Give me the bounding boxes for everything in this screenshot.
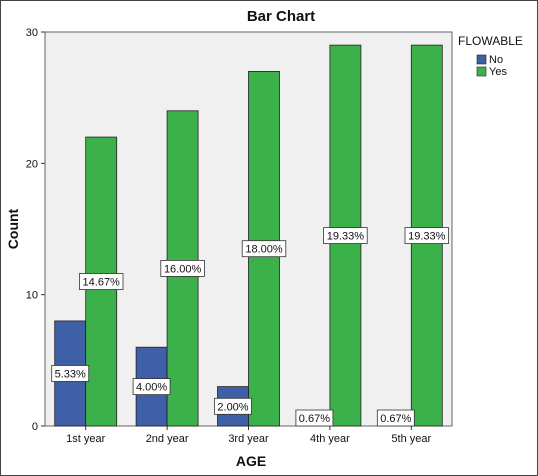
data-label-box xyxy=(241,240,287,258)
y-tick-label: 0 xyxy=(32,421,38,433)
data-label: 4.00% xyxy=(136,382,167,394)
data-label-box xyxy=(160,259,205,277)
legend-label-no: No xyxy=(489,54,503,66)
legend-title: FLOWABLE xyxy=(458,34,523,48)
legend-swatch-yes xyxy=(476,66,487,77)
x-axis-title: AGE xyxy=(236,453,266,469)
y-tick-label: 20 xyxy=(26,158,38,170)
x-tick-label: 5th year xyxy=(391,433,431,445)
legend-label-yes: Yes xyxy=(489,66,507,78)
data-label-box xyxy=(214,397,252,415)
data-label: 16.00% xyxy=(164,263,202,275)
y-tick-label: 30 xyxy=(26,27,38,39)
data-label-box xyxy=(51,365,90,382)
data-label: 5.33% xyxy=(55,368,86,380)
x-axis: 1st year 2nd year 3rd year 4th year 5th year xyxy=(66,426,432,445)
data-label-box xyxy=(132,378,171,396)
x-tick-label: 3rd year xyxy=(228,433,269,445)
data-label: 19.33% xyxy=(408,231,446,243)
legend-swatch-no xyxy=(476,54,487,65)
data-label: 18.00% xyxy=(245,244,283,256)
x-tick-label: 2nd year xyxy=(146,433,189,445)
data-label-box xyxy=(323,227,368,244)
y-axis: 0 10 20 30 xyxy=(26,27,45,433)
y-tick-label: 10 xyxy=(26,290,38,302)
data-label: 14.67% xyxy=(83,277,121,289)
chart-title: Bar Chart xyxy=(247,8,315,25)
data-label: 2.00% xyxy=(217,401,248,413)
data-label-box xyxy=(295,409,334,427)
x-tick-label: 4th year xyxy=(310,433,350,445)
data-label-box xyxy=(404,227,449,244)
y-axis-title: Count xyxy=(5,208,21,249)
data-label-box xyxy=(79,273,124,290)
data-labels-group: 5.33% 14.67% 4.00% 16.00% 2.00% 18.00% 0.67% 19… xyxy=(51,227,449,427)
data-label: 19.33% xyxy=(327,231,365,243)
data-label: 0.67% xyxy=(299,413,330,425)
data-label-box xyxy=(376,409,415,427)
x-tick-label: 1st year xyxy=(66,433,105,445)
data-label: 0.67% xyxy=(380,413,411,425)
